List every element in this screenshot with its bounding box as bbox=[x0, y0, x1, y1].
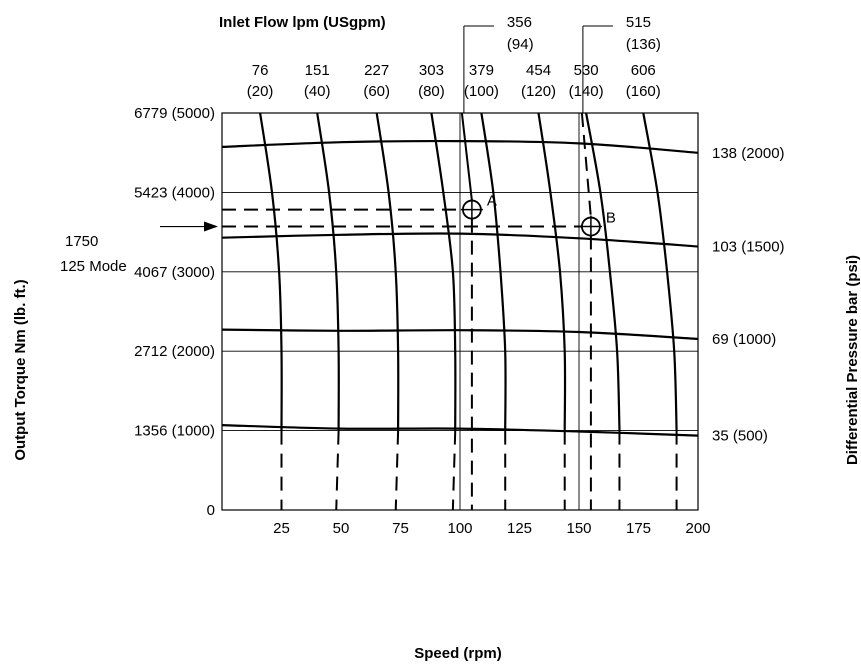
y-tick-label: 2712 (2000) bbox=[134, 343, 215, 360]
x-axis-label: Speed (rpm) bbox=[414, 645, 502, 662]
x-tick-label: 175 bbox=[626, 520, 651, 537]
x-tick-label: 25 bbox=[273, 520, 290, 537]
flow-gpm-label: (100) bbox=[464, 83, 499, 100]
pressure-label: 138 (2000) bbox=[712, 145, 785, 162]
operating-label-line1: 1750 bbox=[65, 233, 98, 250]
pressure-label: 103 (1500) bbox=[712, 238, 785, 255]
flow-lpm-label: 454 bbox=[526, 62, 551, 79]
x-tick-label: 150 bbox=[566, 520, 591, 537]
flow-lpm-label: 606 bbox=[631, 62, 656, 79]
x-tick-label: 50 bbox=[333, 520, 350, 537]
operating-label-line2: 125 Mode bbox=[60, 258, 127, 275]
y-axis-label-left: Output Torque Nm (lb. ft.) bbox=[12, 279, 29, 460]
curves bbox=[221, 112, 699, 511]
pressure-label: 35 (500) bbox=[712, 428, 768, 445]
x-tick-label: 100 bbox=[447, 520, 472, 537]
callout-lpm-label: 356 bbox=[507, 14, 532, 31]
y-tick-label: 0 bbox=[207, 502, 215, 519]
y-axis-label-right: Differential Pressure bar (psi) bbox=[844, 255, 861, 465]
flow-lpm-label: 530 bbox=[574, 62, 599, 79]
pressure-curve bbox=[221, 328, 699, 341]
callout-gpm-label: (94) bbox=[507, 36, 534, 53]
y-tick-label: 5423 (4000) bbox=[134, 184, 215, 201]
callout-gpm-label: (136) bbox=[626, 36, 661, 53]
pressure-label: 69 (1000) bbox=[712, 331, 776, 348]
flow-curve bbox=[375, 112, 400, 431]
flow-curve bbox=[430, 112, 457, 431]
chart-title: Inlet Flow lpm (USgpm) bbox=[219, 14, 386, 31]
x-tick-label: 200 bbox=[685, 520, 710, 537]
y-tick-label: 1356 (1000) bbox=[134, 423, 215, 440]
flow-curve bbox=[259, 112, 283, 431]
flow-gpm-label: (140) bbox=[569, 83, 604, 100]
flow-curve bbox=[480, 112, 507, 431]
flow-lpm-label: 227 bbox=[364, 62, 389, 79]
operating-arrow-head bbox=[204, 221, 218, 232]
point-curve-segment bbox=[460, 112, 473, 201]
pressure-curve bbox=[221, 139, 699, 154]
x-tick-label: 125 bbox=[507, 520, 532, 537]
flow-gpm-label: (80) bbox=[418, 83, 445, 100]
flow-lpm-label: 76 bbox=[252, 62, 269, 79]
grid-lines bbox=[221, 112, 699, 511]
flow-curve bbox=[316, 112, 340, 431]
flow-lpm-label: 151 bbox=[305, 62, 330, 79]
x-tick-label: 75 bbox=[392, 520, 409, 537]
marks bbox=[160, 25, 613, 510]
flow-curve-dashed bbox=[451, 430, 457, 511]
callout-lpm-label: 515 bbox=[626, 14, 651, 31]
flow-curve bbox=[537, 112, 567, 431]
flow-curve bbox=[585, 112, 621, 431]
labels: Inlet Flow lpm (USgpm) Speed (rpm) Outpu… bbox=[12, 14, 861, 662]
flow-curve bbox=[642, 112, 678, 431]
flow-curve-dashed bbox=[394, 430, 400, 511]
flow-gpm-label: (60) bbox=[363, 83, 390, 100]
y-tick-label: 6779 (5000) bbox=[134, 105, 215, 122]
flow-gpm-label: (120) bbox=[521, 83, 556, 100]
point-curve-segment bbox=[580, 112, 592, 218]
flow-lpm-label: 379 bbox=[469, 62, 494, 79]
pressure-curve bbox=[221, 232, 699, 248]
flow-lpm-label: 303 bbox=[419, 62, 444, 79]
flow-gpm-label: (40) bbox=[304, 83, 331, 100]
flow-gpm-label: (20) bbox=[247, 83, 274, 100]
flow-gpm-label: (160) bbox=[626, 83, 661, 100]
flow-curve-dashed bbox=[335, 430, 340, 511]
point-label: B bbox=[606, 210, 616, 227]
y-tick-label: 4067 (3000) bbox=[134, 264, 215, 281]
point-label: A bbox=[487, 193, 497, 210]
